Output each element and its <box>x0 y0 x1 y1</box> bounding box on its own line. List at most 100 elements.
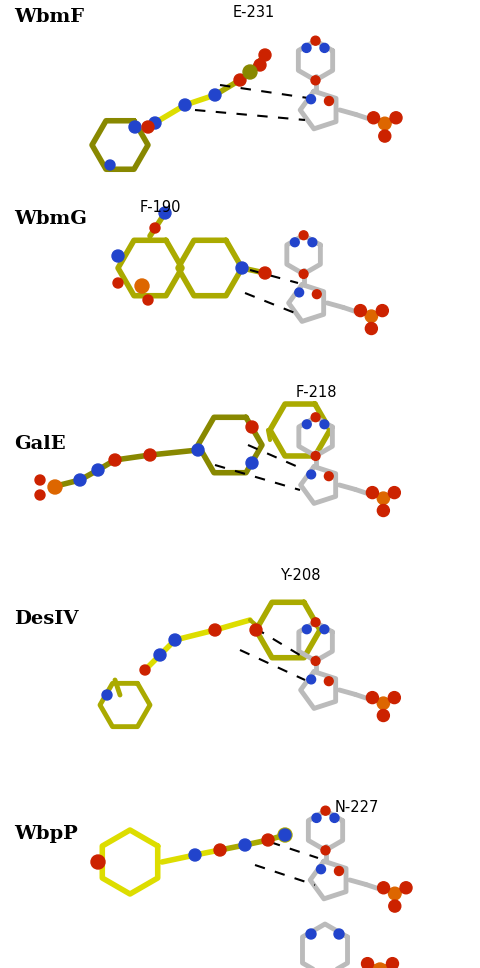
Circle shape <box>135 279 149 293</box>
Circle shape <box>365 310 378 322</box>
Circle shape <box>259 267 271 279</box>
Text: Y-208: Y-208 <box>280 568 321 583</box>
Circle shape <box>278 828 292 842</box>
Circle shape <box>179 99 191 111</box>
Circle shape <box>299 230 308 240</box>
Circle shape <box>246 457 258 469</box>
Circle shape <box>74 474 86 486</box>
Circle shape <box>361 957 373 968</box>
Circle shape <box>389 900 401 912</box>
Circle shape <box>279 829 291 841</box>
Circle shape <box>379 117 391 130</box>
Circle shape <box>189 849 201 861</box>
Circle shape <box>290 238 299 247</box>
Circle shape <box>262 834 274 846</box>
Circle shape <box>324 97 334 106</box>
Circle shape <box>91 855 105 869</box>
Text: WbpP: WbpP <box>14 825 78 843</box>
Circle shape <box>48 480 62 494</box>
Circle shape <box>246 421 258 433</box>
Circle shape <box>302 420 311 429</box>
Circle shape <box>321 846 330 855</box>
Circle shape <box>377 697 390 710</box>
Circle shape <box>109 454 121 466</box>
Circle shape <box>234 74 246 86</box>
Circle shape <box>307 470 316 479</box>
Circle shape <box>311 36 320 45</box>
Circle shape <box>295 288 303 297</box>
Text: F-218: F-218 <box>296 385 337 400</box>
Circle shape <box>113 278 123 288</box>
Circle shape <box>373 963 387 968</box>
Circle shape <box>320 625 329 634</box>
Circle shape <box>311 76 320 85</box>
Circle shape <box>302 625 311 634</box>
Circle shape <box>92 464 104 476</box>
Circle shape <box>388 888 401 900</box>
Circle shape <box>365 322 377 335</box>
Circle shape <box>306 929 316 939</box>
Text: DesIV: DesIV <box>14 610 79 628</box>
Circle shape <box>312 289 321 298</box>
Circle shape <box>105 160 115 170</box>
Circle shape <box>192 444 204 456</box>
Circle shape <box>377 504 389 517</box>
Circle shape <box>169 634 181 646</box>
Circle shape <box>311 618 320 626</box>
Circle shape <box>307 95 315 104</box>
Circle shape <box>377 492 390 504</box>
Circle shape <box>35 475 45 485</box>
Circle shape <box>236 262 248 274</box>
Circle shape <box>150 223 160 233</box>
Circle shape <box>239 839 251 851</box>
Circle shape <box>316 864 325 874</box>
Text: N-227: N-227 <box>335 800 379 815</box>
Circle shape <box>376 305 388 317</box>
Text: WbmG: WbmG <box>14 210 87 228</box>
Circle shape <box>143 295 153 305</box>
Circle shape <box>379 130 391 142</box>
Circle shape <box>388 691 400 704</box>
Circle shape <box>308 238 317 247</box>
Circle shape <box>250 624 262 636</box>
Circle shape <box>302 44 311 52</box>
Circle shape <box>320 44 329 52</box>
Circle shape <box>400 882 412 893</box>
Circle shape <box>142 121 154 133</box>
Circle shape <box>243 65 257 79</box>
Circle shape <box>307 675 316 683</box>
Circle shape <box>324 677 333 685</box>
Circle shape <box>366 487 378 499</box>
Circle shape <box>330 813 339 823</box>
Circle shape <box>144 449 156 461</box>
Circle shape <box>35 490 45 500</box>
Circle shape <box>321 806 330 815</box>
Circle shape <box>112 250 124 262</box>
Text: F-190: F-190 <box>140 200 181 215</box>
Text: GalE: GalE <box>14 435 66 453</box>
Circle shape <box>154 649 166 661</box>
Circle shape <box>214 844 226 856</box>
Text: WbmF: WbmF <box>14 8 84 26</box>
Circle shape <box>209 89 221 101</box>
Circle shape <box>209 624 221 636</box>
Circle shape <box>377 710 389 721</box>
Circle shape <box>334 929 344 939</box>
Circle shape <box>368 111 380 124</box>
Circle shape <box>129 121 141 133</box>
Circle shape <box>311 656 320 665</box>
Circle shape <box>299 269 308 279</box>
Circle shape <box>254 59 266 71</box>
Circle shape <box>335 866 344 875</box>
Text: E-231: E-231 <box>233 5 275 20</box>
Circle shape <box>386 957 398 968</box>
Circle shape <box>102 690 112 700</box>
Circle shape <box>354 305 366 317</box>
Circle shape <box>140 665 150 675</box>
Circle shape <box>388 487 400 499</box>
Circle shape <box>324 471 333 480</box>
Circle shape <box>320 420 329 429</box>
Circle shape <box>390 111 402 124</box>
Circle shape <box>259 49 271 61</box>
Circle shape <box>366 691 378 704</box>
